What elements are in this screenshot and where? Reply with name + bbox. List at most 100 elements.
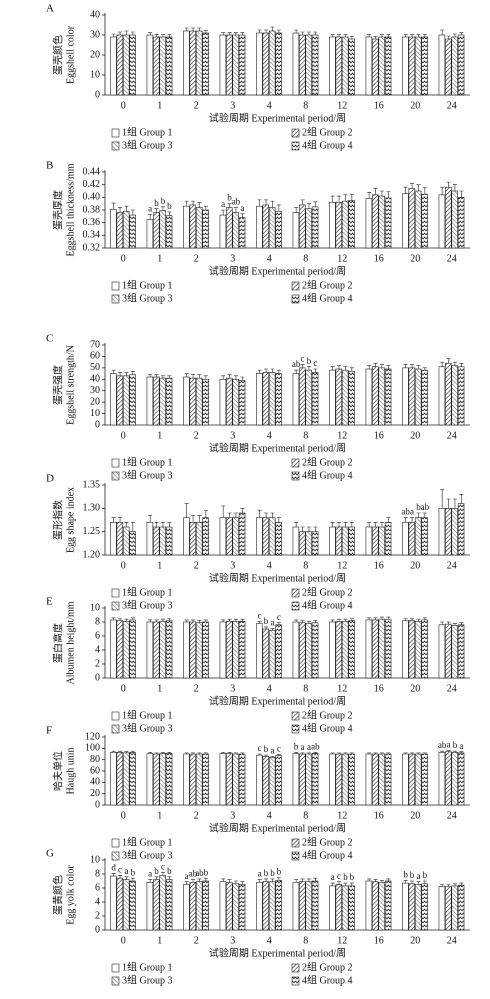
significance-letter: b bbox=[264, 744, 269, 754]
legend-swatch bbox=[291, 711, 300, 721]
error-bar bbox=[276, 877, 281, 881]
error-bar bbox=[154, 208, 159, 213]
bar bbox=[122, 752, 130, 806]
bar bbox=[451, 190, 458, 249]
bar bbox=[402, 367, 409, 426]
bar bbox=[299, 367, 306, 426]
significance-letter: b bbox=[403, 869, 408, 879]
error-bar bbox=[373, 36, 378, 39]
error-bar bbox=[337, 881, 342, 885]
bar bbox=[378, 36, 385, 96]
significance-letter: ab bbox=[421, 502, 430, 512]
bar bbox=[329, 202, 336, 249]
error-bar bbox=[313, 620, 318, 623]
error-bar bbox=[452, 750, 457, 753]
y-tick-label: 20 bbox=[90, 49, 100, 60]
bar bbox=[421, 517, 428, 556]
bar bbox=[195, 30, 203, 96]
error-bar bbox=[154, 522, 159, 527]
error-bar bbox=[270, 878, 275, 882]
error-bar bbox=[367, 878, 372, 881]
error-bar bbox=[233, 752, 238, 754]
bar bbox=[256, 32, 263, 96]
error-bar bbox=[197, 620, 202, 623]
x-tick-label: 1 bbox=[157, 683, 162, 694]
error-bar bbox=[270, 200, 275, 208]
bar bbox=[146, 219, 154, 249]
error-bar bbox=[191, 879, 196, 883]
bar bbox=[348, 38, 355, 96]
x-tick-label: 16 bbox=[374, 810, 384, 821]
y-tick-label: 60 bbox=[90, 351, 100, 362]
bar bbox=[457, 503, 465, 556]
error-bar bbox=[221, 209, 226, 216]
error-bar bbox=[294, 619, 299, 622]
bar bbox=[262, 881, 270, 931]
error-bar bbox=[452, 623, 457, 626]
error-bar bbox=[373, 752, 378, 754]
bar bbox=[122, 620, 130, 679]
significance-letter: a bbox=[416, 871, 420, 881]
error-bar bbox=[367, 522, 372, 527]
bar bbox=[365, 619, 373, 679]
x-tick-label: 4 bbox=[267, 560, 272, 571]
error-bar bbox=[403, 618, 408, 621]
legend-label: 4组 Group 4 bbox=[302, 138, 353, 151]
x-axis-label: 试验周期 Experimental period/周 bbox=[209, 571, 346, 584]
error-bar bbox=[330, 34, 335, 37]
error-bar bbox=[349, 367, 354, 372]
error-bar bbox=[416, 512, 421, 518]
bar bbox=[311, 372, 319, 426]
error-bar bbox=[203, 752, 208, 754]
error-bar bbox=[306, 366, 311, 371]
bar bbox=[189, 753, 197, 806]
error-bar bbox=[203, 877, 208, 881]
significance-letter: b bbox=[227, 193, 232, 203]
error-bar bbox=[240, 508, 245, 513]
error-bar bbox=[270, 26, 275, 31]
x-tick-label: 1 bbox=[157, 935, 162, 946]
legend-swatch bbox=[291, 838, 300, 848]
error-bar bbox=[154, 619, 159, 622]
bar bbox=[268, 630, 276, 679]
bar bbox=[384, 618, 392, 679]
bar bbox=[348, 620, 355, 679]
error-bar bbox=[124, 30, 129, 35]
bar bbox=[129, 214, 136, 249]
bar bbox=[402, 522, 409, 556]
legend-swatch bbox=[111, 588, 120, 598]
error-bar bbox=[203, 619, 208, 622]
legend-swatch bbox=[291, 588, 300, 598]
error-bar bbox=[197, 752, 202, 754]
bar bbox=[414, 368, 422, 426]
significance-letter: a bbox=[459, 741, 463, 751]
x-tick-label: 24 bbox=[447, 935, 457, 946]
bar bbox=[335, 202, 343, 249]
legend-label: 1组 Group 1 bbox=[122, 125, 173, 138]
legend-label: 1组 Group 1 bbox=[122, 585, 173, 598]
legend-label: 2组 Group 2 bbox=[302, 835, 353, 848]
y-axis-label: Eggshell strength/N bbox=[65, 345, 76, 425]
error-bar bbox=[257, 369, 262, 374]
error-bar bbox=[337, 195, 342, 203]
significance-letter: a bbox=[307, 742, 311, 752]
significance-letter: ab bbox=[311, 741, 320, 751]
error-bar bbox=[343, 366, 348, 371]
x-tick-label: 2 bbox=[194, 935, 199, 946]
bar bbox=[408, 883, 416, 931]
legend-label: 1组 Group 1 bbox=[122, 455, 173, 468]
y-tick-label: 0.32 bbox=[83, 242, 101, 253]
x-tick-label: 2 bbox=[194, 100, 199, 111]
x-tick-label: 1 bbox=[157, 100, 162, 111]
error-bar bbox=[240, 881, 245, 885]
bar bbox=[311, 34, 319, 96]
error-bar bbox=[203, 30, 208, 33]
error-bar bbox=[349, 752, 354, 754]
bar bbox=[110, 36, 117, 96]
error-bar bbox=[191, 200, 196, 205]
bar bbox=[116, 620, 124, 679]
legend-label: 3组 Group 3 bbox=[122, 973, 173, 986]
error-bar bbox=[422, 617, 427, 620]
error-bar bbox=[422, 752, 427, 754]
y-axis-label: 蛋白高度 bbox=[51, 623, 64, 663]
